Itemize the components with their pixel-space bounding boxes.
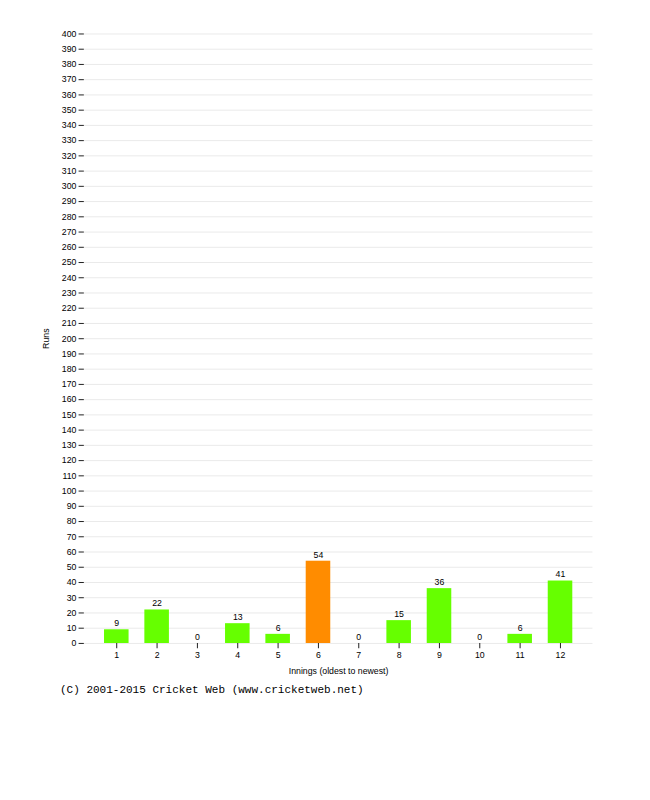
svg-text:5: 5 [276, 650, 281, 660]
svg-text:120: 120 [62, 455, 77, 465]
svg-text:12: 12 [556, 650, 566, 660]
svg-text:250: 250 [62, 257, 77, 267]
svg-text:280: 280 [62, 212, 77, 222]
svg-text:0: 0 [72, 638, 77, 648]
svg-text:330: 330 [62, 135, 77, 145]
svg-text:1: 1 [114, 650, 119, 660]
svg-text:150: 150 [62, 410, 77, 420]
svg-text:6: 6 [518, 623, 523, 633]
svg-text:180: 180 [62, 364, 77, 374]
svg-text:290: 290 [62, 196, 77, 206]
svg-text:9: 9 [114, 618, 119, 628]
svg-text:100: 100 [62, 486, 77, 496]
svg-text:380: 380 [62, 59, 77, 69]
svg-text:190: 190 [62, 349, 77, 359]
svg-text:220: 220 [62, 303, 77, 313]
svg-text:6: 6 [276, 623, 281, 633]
svg-text:70: 70 [67, 532, 77, 542]
svg-text:13: 13 [233, 612, 243, 622]
svg-text:4: 4 [235, 650, 240, 660]
html-text:(C) 2001-2015 Cricket Web (www: (C) 2001-2015 Cricket Web (www.cricketwe… [60, 684, 364, 697]
svg-text:2: 2 [155, 650, 160, 660]
svg-text:130: 130 [62, 440, 77, 450]
svg-text:22: 22 [152, 598, 162, 608]
svg-text:0: 0 [477, 632, 482, 642]
svg-text:60: 60 [67, 547, 77, 557]
svg-text:50: 50 [67, 562, 77, 572]
svg-text:390: 390 [62, 44, 77, 54]
svg-text:Runs: Runs [41, 328, 51, 349]
svg-text:41: 41 [556, 569, 566, 579]
svg-text:36: 36 [435, 577, 445, 587]
svg-text:9: 9 [437, 650, 442, 660]
svg-text:40: 40 [67, 577, 77, 587]
svg-text:0: 0 [356, 632, 361, 642]
svg-text:15: 15 [394, 609, 404, 619]
svg-text:8: 8 [397, 650, 402, 660]
svg-text:270: 270 [62, 227, 77, 237]
svg-text:30: 30 [67, 593, 77, 603]
svg-text:54: 54 [314, 550, 324, 560]
svg-text:230: 230 [62, 288, 77, 298]
svg-text:400: 400 [62, 29, 77, 39]
svg-text:350: 350 [62, 105, 77, 115]
svg-text:240: 240 [62, 273, 77, 283]
svg-text:160: 160 [62, 394, 77, 404]
svg-text:10: 10 [67, 623, 77, 633]
svg-text:110: 110 [62, 471, 76, 481]
svg-text:370: 370 [62, 74, 77, 84]
svg-text:210: 210 [62, 318, 77, 328]
svg-text:300: 300 [62, 181, 77, 191]
svg-text:3: 3 [195, 650, 200, 660]
svg-text:170: 170 [62, 379, 77, 389]
svg-text:360: 360 [62, 90, 77, 100]
svg-text:6: 6 [316, 650, 321, 660]
svg-text:90: 90 [67, 501, 77, 511]
svg-text:260: 260 [62, 242, 77, 252]
svg-text:200: 200 [62, 334, 77, 344]
svg-text:Innings (oldest to newest): Innings (oldest to newest) [289, 666, 389, 676]
svg-text:310: 310 [62, 166, 77, 176]
svg-text:80: 80 [67, 516, 77, 526]
svg-text:20: 20 [67, 608, 77, 618]
svg-text:11: 11 [516, 650, 525, 660]
svg-text:10: 10 [475, 650, 485, 660]
svg-text:0: 0 [195, 632, 200, 642]
svg-text:7: 7 [356, 650, 361, 660]
svg-text:320: 320 [62, 151, 77, 161]
svg-text:140: 140 [62, 425, 77, 435]
svg-text:340: 340 [62, 120, 77, 130]
